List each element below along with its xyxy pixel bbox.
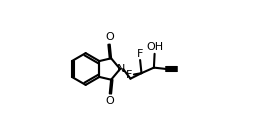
Text: O: O [105,96,114,106]
Text: OH: OH [146,43,163,52]
Text: F: F [137,49,143,59]
Text: F: F [126,70,132,79]
Text: N: N [117,64,126,74]
Text: O: O [105,32,114,42]
